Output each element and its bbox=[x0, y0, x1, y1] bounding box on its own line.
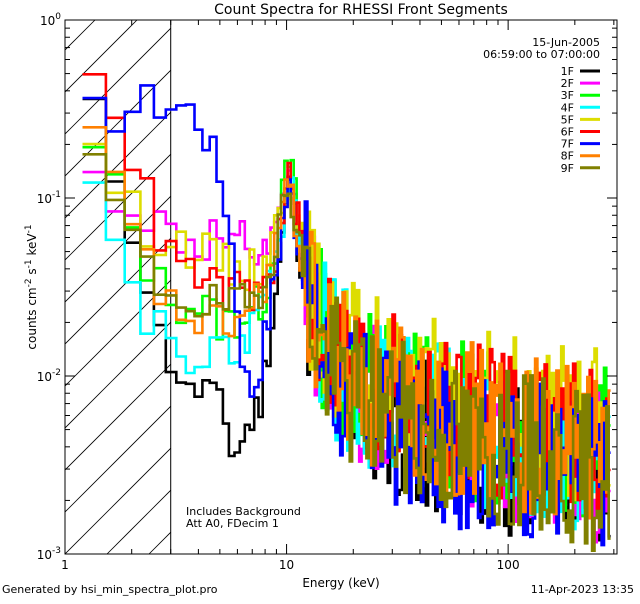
legend-time-range: 06:59:00 to 07:00:00 bbox=[483, 48, 600, 61]
y-tick-label: 10-1 bbox=[37, 190, 61, 206]
legend-label-9F: 9F bbox=[561, 162, 574, 175]
y-axis-label: counts cm-2 s-1 keV-1 bbox=[24, 224, 39, 349]
hatch-line bbox=[65, 405, 171, 513]
hatch-line bbox=[65, 447, 171, 554]
hatch-line bbox=[65, 20, 138, 93]
chart-note: Att A0, FDecim 1 bbox=[186, 517, 279, 530]
chart-note: Includes Background bbox=[186, 505, 301, 518]
hatch-line bbox=[65, 27, 171, 135]
hatched-region bbox=[0, 20, 640, 554]
legend-label-4F: 4F bbox=[561, 101, 574, 114]
legend-label-1F: 1F bbox=[561, 65, 574, 78]
legend-label-3F: 3F bbox=[561, 89, 574, 102]
series-line-8F bbox=[82, 126, 611, 520]
y-tick-label: 10-2 bbox=[37, 368, 61, 384]
x-tick-label: 1 bbox=[61, 558, 69, 572]
series-line-9F bbox=[82, 153, 611, 552]
hatch-line bbox=[0, 20, 11, 554]
series-group bbox=[82, 73, 611, 552]
legend-label-8F: 8F bbox=[561, 150, 574, 163]
hatch-line bbox=[65, 20, 96, 51]
hatch-line bbox=[65, 363, 171, 471]
hatch-line bbox=[65, 279, 171, 387]
hatch-line bbox=[65, 69, 171, 177]
legend-label-2F: 2F bbox=[561, 77, 574, 90]
x-tick-label: 100 bbox=[497, 558, 520, 572]
legend-date: 15-Jun-2005 bbox=[532, 36, 600, 49]
timestamp-label: 11-Apr-2023 13:35 bbox=[530, 583, 634, 596]
hatch-line bbox=[65, 195, 171, 303]
hatch-line bbox=[611, 20, 640, 554]
hatch-line bbox=[65, 237, 171, 345]
generated-by-label: Generated by hsi_min_spectra_plot.pro bbox=[2, 583, 218, 596]
legend-label-6F: 6F bbox=[561, 126, 574, 139]
y-tick-label: 10-3 bbox=[37, 546, 61, 562]
plot-frame bbox=[64, 19, 618, 555]
legend-label-7F: 7F bbox=[561, 138, 574, 151]
y-tick-label: 100 bbox=[40, 12, 61, 28]
x-axis-label: Energy (keV) bbox=[302, 576, 379, 590]
chart-title: Count Spectra for RHESSI Front Segments bbox=[214, 2, 508, 18]
x-tick-label: 10 bbox=[279, 558, 294, 572]
legend-label-5F: 5F bbox=[561, 113, 574, 126]
